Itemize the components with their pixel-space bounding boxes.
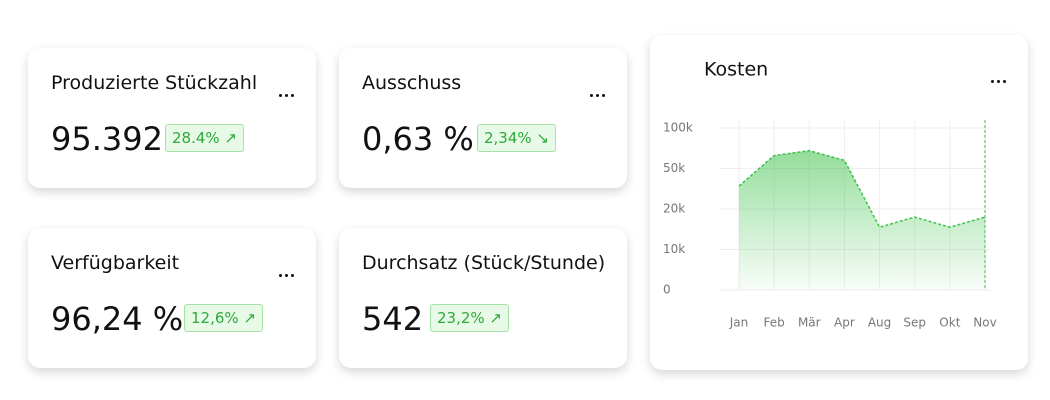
chart-title: Kosten bbox=[704, 59, 768, 81]
menu[interactable] bbox=[276, 82, 294, 101]
card-title: Produzierte Stückzahl bbox=[51, 72, 258, 94]
y-tick-label: 10k bbox=[663, 242, 685, 256]
card-value: 0,63 % bbox=[362, 120, 474, 158]
card-title: Ausschuss bbox=[362, 72, 462, 94]
card-value: 542 bbox=[362, 300, 424, 338]
x-tick-label: Apr bbox=[834, 316, 855, 330]
menu[interactable] bbox=[988, 68, 1006, 87]
menu[interactable] bbox=[276, 262, 294, 281]
kpi-card: Produzierte Stückzahl 95.392 28.4% ↗ bbox=[28, 48, 316, 188]
y-tick-label: 0 bbox=[663, 283, 671, 297]
card-value: 96,24 % bbox=[51, 300, 184, 338]
card-change: 12,6% ↗ bbox=[184, 304, 263, 332]
x-tick-label: Sep bbox=[903, 316, 926, 330]
card-change: 2,34% ↘ bbox=[477, 124, 556, 152]
x-tick-label: Nov bbox=[973, 316, 996, 330]
kpi-card: Ausschuss 0,63 % 2,34% ↘ bbox=[339, 48, 627, 188]
y-tick-label: 100k bbox=[663, 121, 693, 135]
card-change: 23,2% ↗ bbox=[430, 304, 509, 332]
x-tick-label: Mär bbox=[798, 316, 821, 330]
x-tick-label: Okt bbox=[939, 316, 960, 330]
kpi-card: Verfügbarkeit 96,24 % 12,6% ↗ bbox=[28, 228, 316, 368]
area-line bbox=[738, 149, 986, 229]
menu[interactable] bbox=[587, 82, 605, 101]
x-tick-label: Aug bbox=[868, 316, 891, 330]
card-change: 28.4% ↗ bbox=[165, 124, 244, 152]
x-tick-label: Feb bbox=[764, 316, 785, 330]
area-fill bbox=[739, 150, 985, 290]
card-title: Verfügbarkeit bbox=[51, 252, 180, 274]
x-tick-label: Jan bbox=[729, 316, 749, 330]
kpi-card: Durchsatz (Stück/Stunde) 542 23,2% ↗ bbox=[339, 228, 627, 368]
card-title: Durchsatz (Stück/Stunde) bbox=[362, 252, 606, 274]
y-tick-label: 50k bbox=[663, 161, 685, 175]
y-tick-label: 20k bbox=[663, 202, 685, 216]
card-value: 95.392 bbox=[51, 120, 163, 158]
